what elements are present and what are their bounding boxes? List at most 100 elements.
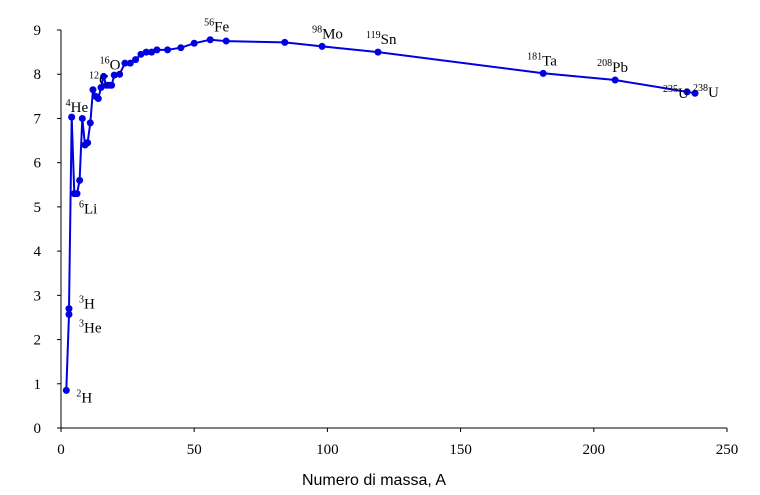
y-tick-label: 9: [34, 23, 42, 39]
isotope-label: 56Fe: [204, 18, 229, 36]
data-point: [539, 69, 547, 77]
data-point: [318, 42, 326, 50]
data-point: [110, 71, 118, 79]
data-point: [108, 81, 116, 89]
data-point: [62, 386, 70, 394]
isotope-symbol: He: [71, 100, 89, 116]
isotope-mass-number: 6: [79, 200, 84, 211]
isotope-symbol: U: [678, 86, 689, 102]
x-axis-label: Numero di massa, A: [302, 472, 446, 489]
x-tick-label: 200: [583, 442, 606, 458]
isotope-symbol: C: [99, 73, 109, 89]
isotope-symbol: Li: [84, 202, 97, 218]
isotope-symbol: U: [708, 85, 719, 101]
isotope-symbol: O: [110, 57, 121, 73]
isotope-mass-number: 2: [76, 388, 81, 399]
isotope-mass-number: 3: [79, 318, 84, 329]
data-point: [94, 95, 102, 103]
isotope-label: 6Li: [79, 200, 97, 218]
y-tick-label: 0: [34, 421, 42, 437]
isotope-label: 16O: [100, 55, 121, 73]
series: [62, 36, 699, 394]
y-tick-label: 3: [34, 288, 42, 304]
data-point: [611, 76, 619, 84]
isotope-label: 12C: [89, 71, 109, 89]
isotope-symbol: H: [81, 390, 92, 406]
isotope-mass-number: 181: [527, 51, 542, 62]
data-point: [164, 46, 172, 54]
data-point: [65, 310, 73, 318]
data-point: [148, 48, 156, 56]
x-tick-label: 100: [316, 442, 339, 458]
data-point: [132, 56, 140, 64]
x-tick-label: 50: [187, 442, 202, 458]
isotope-label: 119Sn: [366, 30, 397, 48]
data-point: [222, 37, 230, 45]
y-tick-label: 8: [34, 67, 42, 83]
data-point: [76, 176, 84, 184]
isotope-mass-number: 238: [693, 83, 708, 94]
x-tick-label: 150: [449, 442, 472, 458]
data-point: [691, 89, 699, 97]
y-tick-label: 4: [34, 244, 42, 260]
y-tick-label: 7: [34, 111, 42, 127]
isotope-mass-number: 16: [100, 55, 110, 66]
isotope-mass-number: 3: [79, 295, 84, 306]
data-point: [86, 119, 94, 127]
data-point: [281, 38, 289, 46]
y-tick-label: 1: [34, 377, 42, 393]
data-point: [142, 48, 150, 56]
isotope-mass-number: 4: [66, 98, 71, 109]
data-point: [137, 50, 145, 58]
isotope-label: 238U: [693, 83, 719, 101]
isotope-mass-number: 98: [312, 24, 322, 35]
data-point: [78, 114, 86, 122]
isotope-symbol: Sn: [381, 32, 397, 48]
isotope-mass-number: 56: [204, 18, 214, 29]
y-tick-label: 5: [34, 200, 42, 216]
data-point: [683, 88, 691, 96]
data-point: [89, 86, 97, 94]
isotope-mass-number: 12: [89, 71, 99, 82]
isotope-symbol: Fe: [214, 20, 229, 36]
isotope-label: 3He: [79, 318, 102, 336]
data-point: [97, 83, 105, 91]
isotope-label: 98Mo: [312, 24, 343, 42]
data-point: [100, 72, 108, 80]
isotope-label: 208Pb: [597, 58, 628, 76]
isotope-symbol: Pb: [612, 60, 628, 76]
data-point: [206, 36, 214, 44]
data-point: [68, 113, 76, 121]
series-line: [65, 38, 696, 391]
x-tick-label: 250: [716, 442, 739, 458]
isotope-symbol: Ta: [542, 53, 557, 69]
isotope-label: 181Ta: [527, 51, 557, 69]
data-point: [121, 59, 129, 67]
y-tick-label: 6: [34, 156, 42, 172]
isotope-mass-number: 235: [663, 84, 678, 95]
data-point: [126, 59, 134, 67]
isotope-symbol: He: [84, 320, 102, 336]
isotope-symbol: H: [84, 297, 95, 313]
data-point: [116, 70, 124, 78]
x-tick-label: 0: [57, 442, 65, 458]
isotope-label: 4He: [66, 98, 89, 116]
isotope-label: 235U: [663, 84, 689, 102]
data-point: [177, 44, 185, 52]
data-point: [65, 305, 73, 313]
isotope-label: 2H: [76, 388, 92, 406]
isotope-mass-number: 119: [366, 30, 381, 41]
isotope-symbol: Mo: [322, 26, 343, 42]
isotope-mass-number: 208: [597, 58, 612, 69]
axes: [60, 30, 727, 429]
y-tick-label: 2: [34, 333, 42, 349]
isotope-label: 3H: [79, 295, 95, 313]
data-point: [190, 39, 198, 47]
data-point: [153, 46, 161, 54]
data-point: [84, 139, 92, 147]
data-point: [374, 48, 382, 56]
data-point: [73, 190, 81, 198]
